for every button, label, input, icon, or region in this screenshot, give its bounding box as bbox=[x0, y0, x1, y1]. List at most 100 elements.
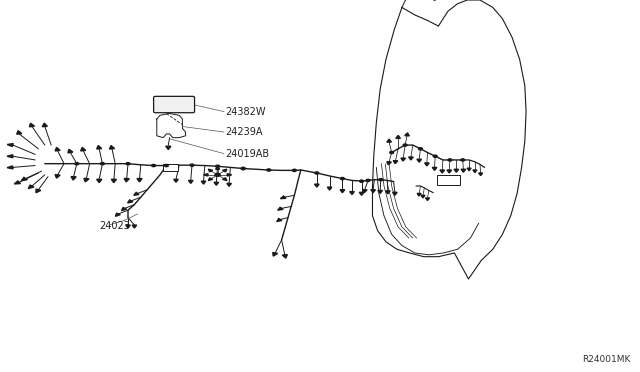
Circle shape bbox=[152, 164, 156, 167]
Polygon shape bbox=[36, 189, 41, 193]
Polygon shape bbox=[454, 169, 459, 172]
Polygon shape bbox=[273, 253, 278, 256]
Polygon shape bbox=[385, 191, 390, 194]
Polygon shape bbox=[417, 193, 421, 196]
Polygon shape bbox=[424, 163, 429, 166]
Polygon shape bbox=[97, 145, 102, 149]
Polygon shape bbox=[68, 149, 73, 153]
Polygon shape bbox=[132, 225, 137, 228]
Polygon shape bbox=[216, 167, 220, 169]
FancyBboxPatch shape bbox=[163, 164, 178, 171]
Polygon shape bbox=[124, 179, 129, 182]
Polygon shape bbox=[14, 181, 20, 184]
Circle shape bbox=[241, 167, 245, 170]
Polygon shape bbox=[362, 190, 367, 193]
Polygon shape bbox=[127, 200, 133, 203]
Polygon shape bbox=[276, 218, 282, 222]
Text: 24382W: 24382W bbox=[225, 107, 266, 116]
Polygon shape bbox=[166, 146, 171, 150]
Polygon shape bbox=[55, 147, 60, 151]
Polygon shape bbox=[42, 123, 47, 126]
Polygon shape bbox=[17, 131, 22, 134]
Polygon shape bbox=[188, 180, 193, 183]
Polygon shape bbox=[81, 147, 86, 151]
Polygon shape bbox=[401, 158, 406, 161]
Polygon shape bbox=[417, 159, 422, 162]
FancyBboxPatch shape bbox=[437, 175, 460, 185]
Polygon shape bbox=[227, 183, 232, 186]
Polygon shape bbox=[473, 170, 477, 173]
Polygon shape bbox=[387, 161, 392, 165]
Circle shape bbox=[216, 165, 220, 167]
Circle shape bbox=[241, 167, 245, 170]
Polygon shape bbox=[392, 192, 397, 195]
Polygon shape bbox=[84, 178, 89, 182]
FancyBboxPatch shape bbox=[154, 96, 195, 113]
Polygon shape bbox=[282, 254, 287, 258]
Polygon shape bbox=[371, 190, 376, 193]
Polygon shape bbox=[461, 169, 466, 172]
Circle shape bbox=[390, 151, 394, 154]
Polygon shape bbox=[426, 198, 429, 201]
Polygon shape bbox=[7, 166, 13, 169]
Polygon shape bbox=[201, 181, 206, 184]
Circle shape bbox=[215, 173, 220, 176]
Polygon shape bbox=[214, 182, 219, 185]
Circle shape bbox=[360, 180, 364, 182]
Polygon shape bbox=[327, 187, 332, 190]
Polygon shape bbox=[137, 179, 142, 182]
Circle shape bbox=[100, 163, 104, 165]
Polygon shape bbox=[227, 174, 232, 176]
Polygon shape bbox=[173, 179, 179, 182]
Polygon shape bbox=[387, 139, 392, 142]
Circle shape bbox=[433, 155, 437, 157]
Polygon shape bbox=[359, 192, 364, 195]
Polygon shape bbox=[71, 177, 76, 180]
Polygon shape bbox=[314, 184, 319, 187]
Polygon shape bbox=[421, 195, 425, 198]
Polygon shape bbox=[223, 178, 227, 180]
Circle shape bbox=[366, 179, 370, 182]
Circle shape bbox=[126, 163, 130, 165]
Polygon shape bbox=[134, 192, 139, 195]
Polygon shape bbox=[349, 192, 355, 195]
Polygon shape bbox=[278, 207, 283, 210]
Polygon shape bbox=[479, 173, 483, 176]
Circle shape bbox=[190, 164, 194, 166]
Polygon shape bbox=[7, 155, 13, 158]
Text: 24019AB: 24019AB bbox=[225, 149, 269, 158]
Circle shape bbox=[461, 159, 465, 161]
Polygon shape bbox=[440, 170, 445, 173]
Polygon shape bbox=[28, 185, 34, 189]
Circle shape bbox=[419, 148, 422, 150]
Circle shape bbox=[448, 159, 452, 161]
Polygon shape bbox=[115, 213, 120, 217]
Circle shape bbox=[403, 144, 407, 146]
Polygon shape bbox=[55, 174, 60, 178]
Polygon shape bbox=[109, 145, 115, 149]
Circle shape bbox=[75, 163, 79, 165]
Circle shape bbox=[164, 164, 168, 167]
Circle shape bbox=[315, 172, 319, 174]
Polygon shape bbox=[408, 157, 413, 160]
Polygon shape bbox=[340, 190, 345, 193]
Polygon shape bbox=[122, 208, 127, 211]
Polygon shape bbox=[7, 144, 13, 147]
Polygon shape bbox=[447, 170, 452, 173]
Polygon shape bbox=[97, 179, 102, 183]
Text: 24023: 24023 bbox=[99, 221, 130, 231]
Polygon shape bbox=[209, 169, 212, 172]
Polygon shape bbox=[111, 179, 116, 183]
Polygon shape bbox=[393, 161, 398, 164]
Text: R24001MK: R24001MK bbox=[582, 355, 630, 364]
Polygon shape bbox=[21, 177, 28, 181]
Polygon shape bbox=[404, 133, 410, 136]
Circle shape bbox=[379, 179, 383, 181]
Polygon shape bbox=[223, 169, 227, 172]
Polygon shape bbox=[209, 178, 212, 180]
Circle shape bbox=[267, 169, 271, 171]
Polygon shape bbox=[280, 196, 286, 199]
Polygon shape bbox=[125, 225, 131, 228]
Text: 24239A: 24239A bbox=[225, 127, 263, 137]
Polygon shape bbox=[432, 167, 437, 170]
